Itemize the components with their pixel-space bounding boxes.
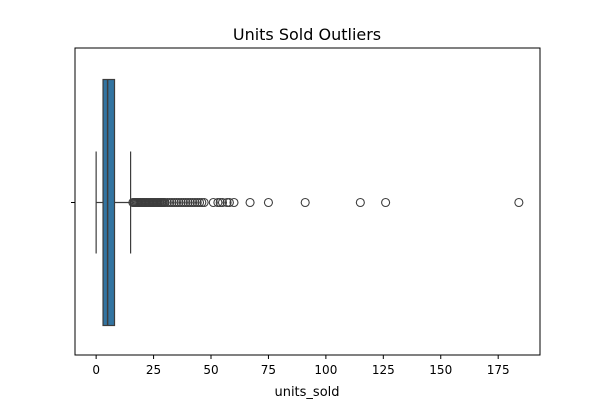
x-tick-label: 0 [92,363,100,377]
outlier-point [194,197,205,208]
outlier-point [213,197,223,208]
outlier-point [300,197,310,208]
plot-area [95,78,524,327]
x-tick-label: 175 [487,363,510,377]
outlier-point [208,197,218,208]
plot-frame [74,47,541,356]
outlier-point [165,197,175,208]
outlier-point [171,197,182,208]
x-tick-label: 75 [261,363,276,377]
outlier-point [199,197,209,208]
outlier-point [381,197,391,208]
outlier-point [355,197,365,208]
x-tick-label: 125 [372,363,395,377]
outlier-point [514,197,524,208]
x-tick-label: 150 [429,363,452,377]
outlier-point [229,197,239,208]
outlier-point [192,197,202,208]
outlier-point [181,197,191,208]
outlier-point [224,197,234,208]
x-tick-label: 100 [314,363,337,377]
outlier-point [263,197,273,208]
outlier-point [188,197,198,208]
outlier-point [183,197,193,208]
outlier-point [215,197,225,208]
outlier-point [176,197,186,208]
outlier-point [190,197,200,208]
outlier-point [222,197,232,208]
outlier-point [245,197,255,208]
iqr-box [102,78,116,327]
x-axis-label: units_sold [274,385,339,400]
chart-title: Units Sold Outliers [233,25,381,44]
x-tick-label: 25 [146,363,161,377]
outlier-point [185,197,195,208]
outlier-point [197,197,207,208]
x-tick-label: 50 [203,363,218,377]
outlier-point [169,197,179,208]
outlier-point [167,197,177,208]
x-axis: 0 25 50 75 100 125 150 175 [74,47,541,377]
outlier-point [162,197,172,208]
outlier-point [174,197,184,208]
outlier-point [217,197,228,208]
outlier-point [178,197,188,208]
outlier-point [160,197,170,208]
